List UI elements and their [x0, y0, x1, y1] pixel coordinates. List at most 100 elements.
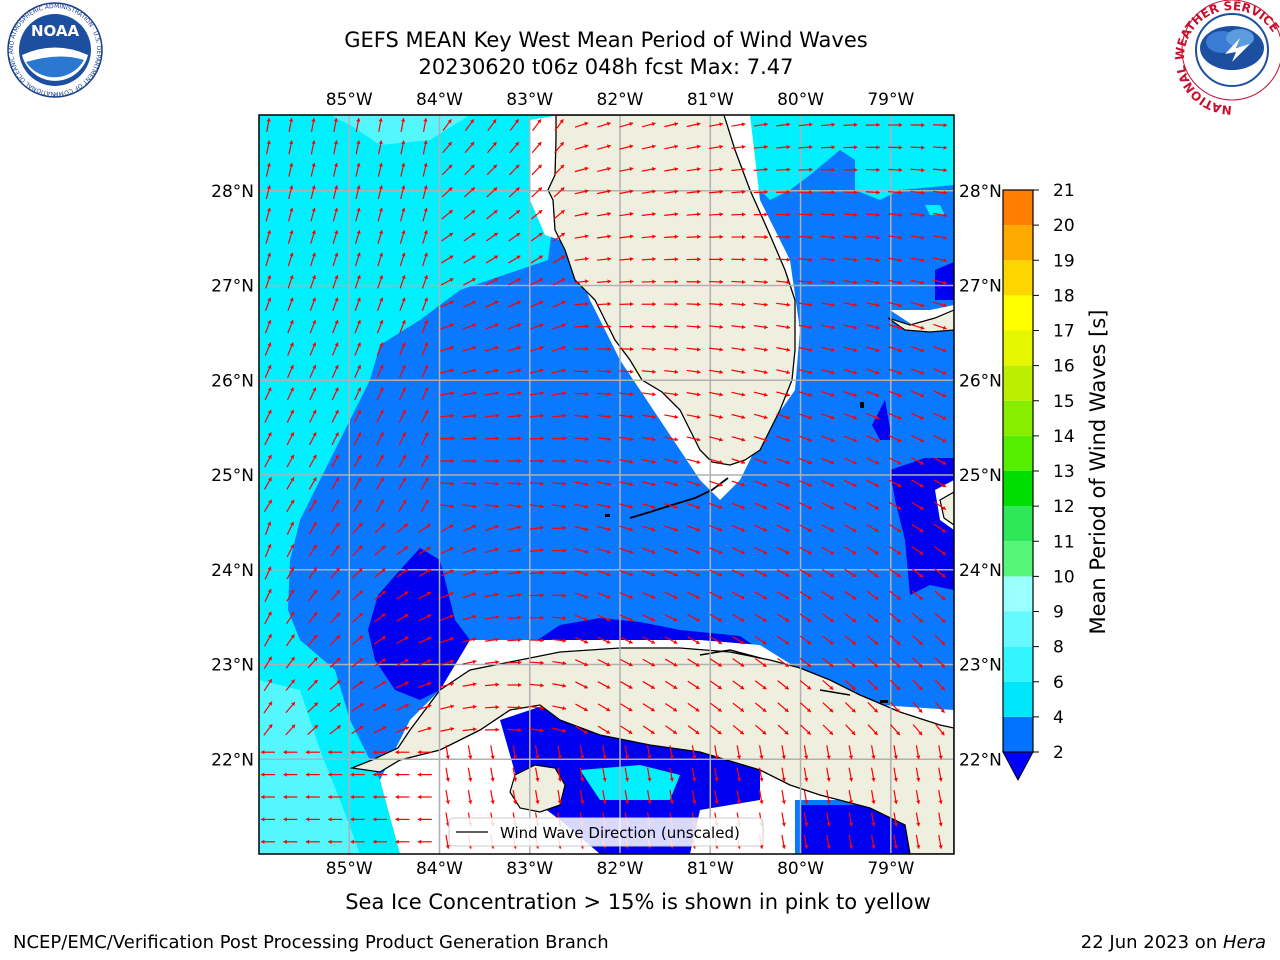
colorbar-segment [1003, 260, 1033, 296]
wind-arrow [843, 145, 858, 150]
wind-arrow [911, 546, 924, 556]
wind-arrow [574, 166, 589, 173]
wind-arrow [261, 839, 275, 844]
wind-arrow [732, 658, 745, 668]
chart-title: GEFS MEAN Key West Mean Period of Wind W… [344, 28, 868, 52]
lat-label-right: 26°N [959, 371, 1002, 391]
wind-arrow [596, 414, 612, 419]
wind-arrow [754, 613, 768, 622]
wind-arrow [844, 657, 857, 668]
wind-arrow [843, 390, 858, 397]
wind-arrow [354, 387, 362, 401]
wind-arrow [709, 122, 723, 127]
wind-arrow [866, 546, 880, 555]
wind-arrow [261, 750, 275, 755]
wind-arrow [440, 636, 455, 644]
wind-arrow [664, 302, 679, 307]
period-6-8-patch [259, 680, 360, 854]
wind-arrow [961, 790, 965, 804]
wind-arrow [373, 817, 387, 822]
wind-arrow [709, 458, 723, 465]
wind-arrow [596, 256, 612, 262]
wind-arrow [619, 436, 634, 442]
colorbar-tick-label: 9 [1053, 603, 1064, 623]
wind-arrow [265, 297, 272, 311]
colorbar-segment [1003, 576, 1033, 612]
wind-arrow [910, 390, 925, 398]
wind-arrow [843, 167, 858, 172]
wind-arrow [352, 522, 363, 534]
lat-label-right: 24°N [959, 561, 1002, 581]
wind-arrow [866, 568, 879, 578]
wind-arrow [754, 524, 768, 532]
wind-arrow [641, 234, 656, 239]
wind-arrow [330, 589, 341, 602]
wind-arrow [396, 568, 409, 578]
wind-arrow [418, 681, 432, 689]
wind-arrow [866, 479, 880, 488]
wind-arrow [686, 257, 701, 262]
wind-arrow [844, 635, 857, 646]
period-6-8-patch-north [330, 115, 470, 145]
wind-arrow [529, 728, 544, 733]
wind-arrow [288, 162, 294, 177]
wind-arrow [396, 591, 409, 600]
wind-arrow [961, 857, 965, 871]
wind-arrow [440, 368, 455, 374]
wind-arrow [961, 835, 965, 849]
wind-arrow [844, 524, 857, 533]
wind-arrow [484, 413, 500, 418]
wind-arrow [441, 187, 453, 198]
wind-arrow [664, 189, 679, 194]
wind-arrow [399, 207, 406, 222]
wind-arrow [888, 523, 902, 533]
wind-arrow [378, 118, 383, 132]
wind-arrow [731, 591, 745, 600]
wind-arrow [736, 767, 742, 782]
colorbar-segment [1003, 330, 1033, 366]
wind-arrow [619, 592, 634, 599]
wind-arrow [731, 144, 746, 150]
wind-arrow [709, 414, 723, 420]
wind-arrow [865, 167, 880, 173]
wind-arrow [512, 767, 518, 782]
wind-arrow [507, 368, 522, 374]
wind-arrow [664, 234, 679, 239]
wind-arrow [263, 678, 273, 692]
wind-arrow [552, 615, 567, 621]
wind-arrow [421, 297, 429, 311]
wind-arrow [462, 592, 477, 599]
wind-arrow [777, 702, 789, 713]
wind-arrow [529, 638, 544, 643]
wind-arrow [445, 745, 450, 760]
wind-arrow [552, 368, 567, 374]
wind-arrow [484, 504, 500, 509]
wind-arrow [799, 680, 812, 690]
wind-arrow [579, 745, 585, 760]
wind-arrow [867, 657, 879, 668]
wind-arrow [399, 274, 406, 289]
wind-arrow [374, 522, 386, 534]
wind-arrow [758, 745, 764, 760]
wind-arrow [619, 211, 634, 217]
wind-arrow [422, 207, 428, 222]
map-axis-labels: 85°W 85°W 84°W 84°W 83°W 83°W 82°W 82°W 81°W 81°W… [211, 90, 1002, 879]
wind-arrow [686, 547, 701, 554]
wind-arrow [956, 413, 968, 420]
wind-arrow [464, 164, 475, 176]
wind-arrow [283, 794, 298, 800]
wind-arrow [417, 817, 432, 822]
wind-arrow [261, 862, 275, 866]
wind-arrow [377, 162, 383, 177]
wind-arrow [354, 252, 361, 267]
wind-arrow [664, 480, 679, 487]
wind-arrow [484, 705, 500, 710]
wind-arrow [553, 164, 565, 176]
wind-arrow [374, 568, 386, 578]
wind-arrow [507, 615, 522, 620]
wind-arrow [352, 545, 363, 557]
wind-arrow [417, 794, 432, 800]
wind-arrow [484, 481, 500, 486]
wind-arrow [753, 122, 768, 127]
wind-arrow [264, 566, 272, 580]
